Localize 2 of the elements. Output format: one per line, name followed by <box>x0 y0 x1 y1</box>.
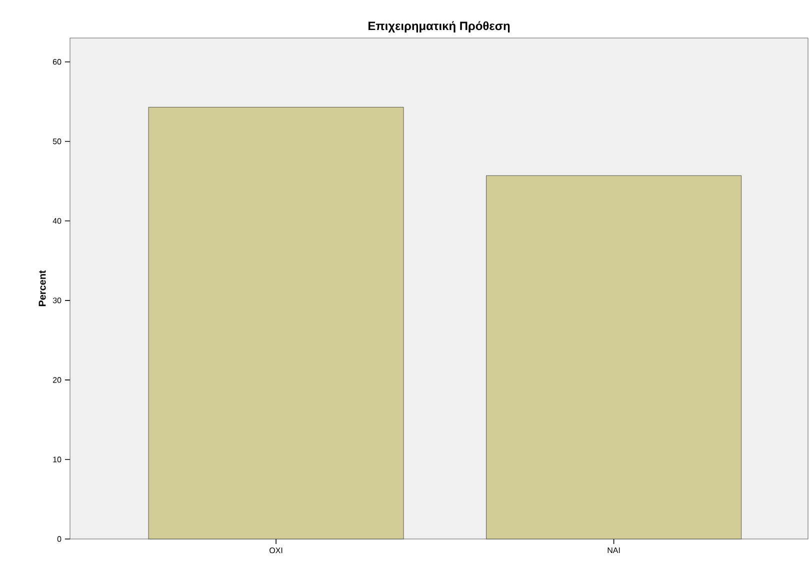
y-axis-title: Percent <box>38 270 46 306</box>
chart-title: Επιχειρηματική Πρόθεση <box>368 21 510 32</box>
